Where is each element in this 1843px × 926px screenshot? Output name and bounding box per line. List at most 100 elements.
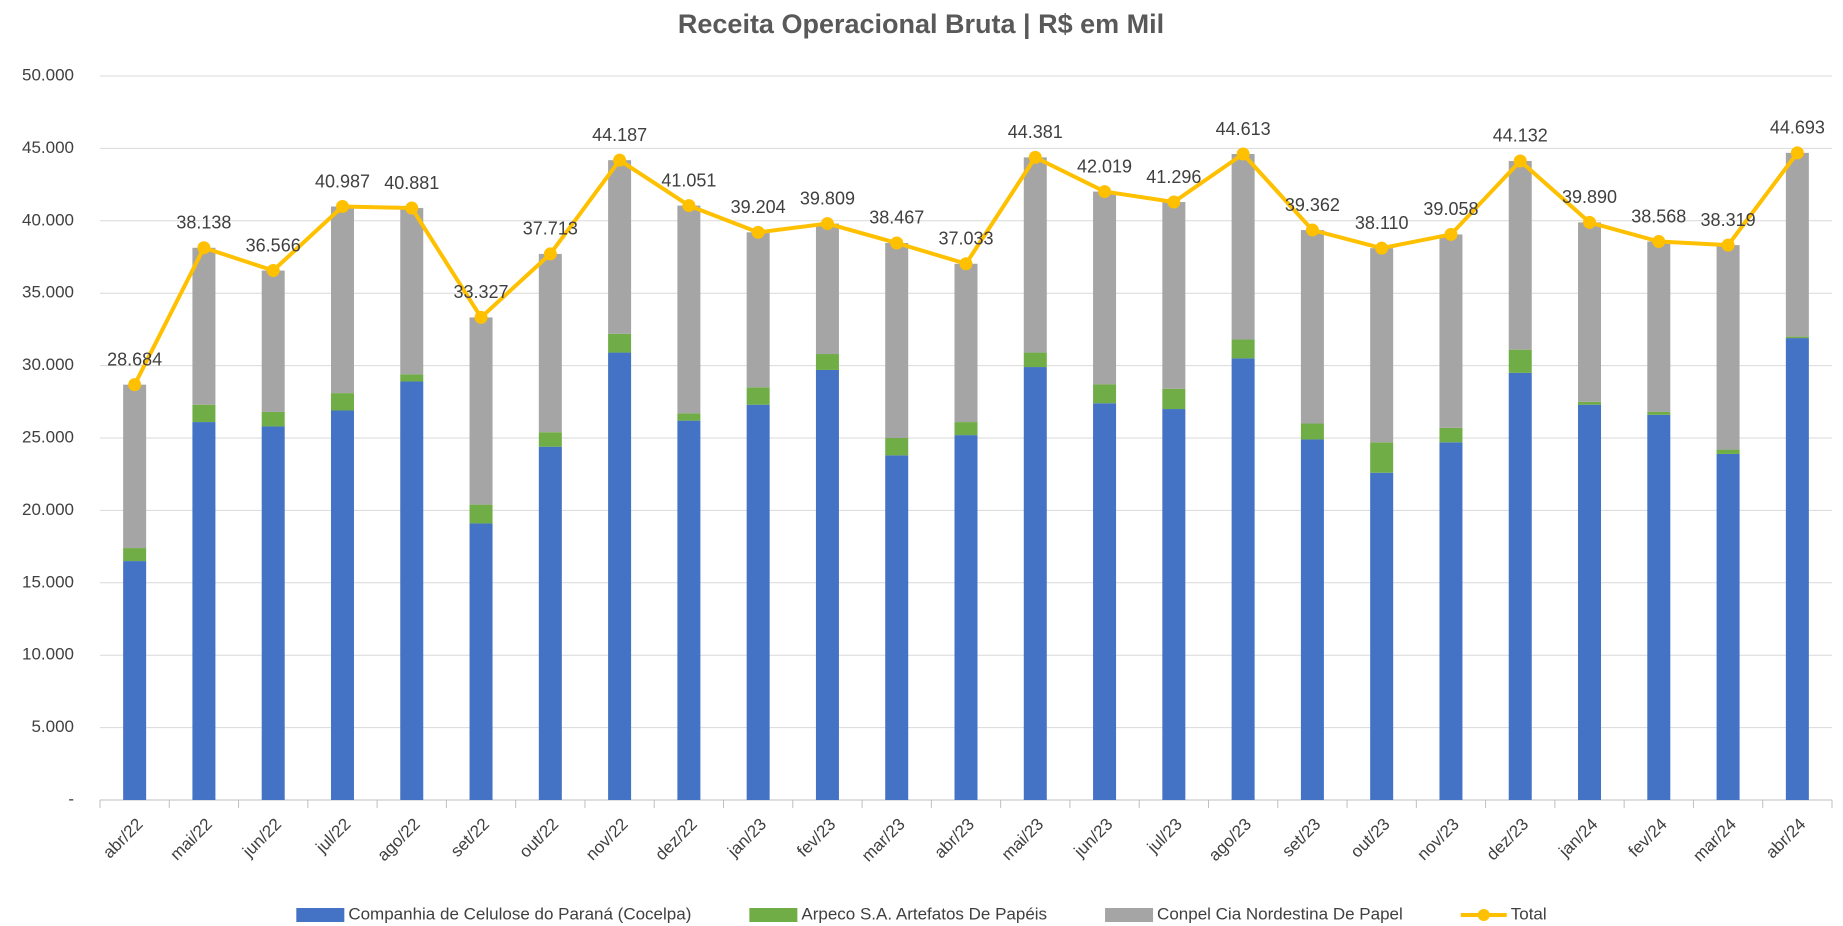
bar-segment [261,270,285,412]
total-marker [1721,238,1735,252]
x-tick-label: abr/22 [99,815,147,863]
total-marker [266,264,280,278]
total-marker [613,153,627,167]
y-tick-label: 15.000 [22,572,74,591]
y-tick-label: - [68,789,74,808]
x-tick-label: mai/22 [166,815,216,865]
bar-segment [954,422,978,436]
bar-segment [1023,367,1047,800]
bar-segment [192,422,216,800]
total-marker [959,257,973,271]
total-marker [1444,227,1458,241]
x-tick-label: dez/22 [651,815,701,865]
y-tick-label: 35.000 [22,283,74,302]
bar-segment [330,393,354,411]
bar-segment [746,232,770,388]
total-marker [474,310,488,324]
legend-swatch [1105,908,1154,922]
legend-label: Arpeco S.A. Artefatos De Papéis [801,904,1047,923]
y-tick-label: 20.000 [22,500,74,519]
bar-segment [1093,191,1117,385]
bar-segment [330,410,354,800]
bar-segment [1439,427,1463,443]
data-label: 41.051 [661,170,716,190]
data-label: 44.693 [1770,118,1825,138]
data-label: 28.684 [107,349,162,369]
data-label: 38.319 [1701,210,1756,230]
bar-segment [1578,401,1602,405]
x-tick-label: abr/23 [930,815,978,863]
bar-segment [330,206,354,394]
bar-segment [608,333,632,353]
bar-segment [1231,339,1255,359]
bar-segment [400,374,424,382]
y-tick-label: 10.000 [22,645,74,664]
bar-segment [1231,358,1255,800]
bar-segment [1370,472,1394,800]
bar-segment [1300,423,1324,440]
bar-segment [1023,157,1047,353]
bar-segment [746,404,770,800]
total-marker [1236,147,1250,161]
data-label: 37.713 [523,219,578,239]
total-marker [751,225,765,239]
data-label: 44.132 [1493,126,1548,146]
data-label: 39.809 [800,188,855,208]
total-marker [890,236,904,250]
bar-segment [1647,241,1671,412]
total-marker [1028,150,1042,164]
total-marker [405,201,419,215]
bar-segment [1647,414,1671,800]
x-tick-label: jul/22 [312,815,355,858]
data-label: 33.327 [454,282,509,302]
total-marker [128,378,142,392]
bar-segment [469,504,493,524]
bar-segment [1093,403,1117,800]
data-label: 44.613 [1216,119,1271,139]
bar-segment [815,354,839,370]
bar-segment [608,352,632,800]
total-marker [197,241,211,255]
x-tick-label: fev/23 [793,815,839,861]
x-tick-label: jan/24 [1555,815,1602,862]
total-marker [1513,154,1527,168]
bar-segment [1300,439,1324,800]
bar-segment [1716,245,1740,450]
bar-segment [815,223,839,355]
bar-segment [954,435,978,800]
x-tick-label: mar/24 [1689,815,1740,866]
bar-segment [1785,338,1809,800]
bar-segment [400,208,424,375]
x-tick-label: out/22 [515,815,562,862]
data-label: 38.467 [869,208,924,228]
data-label: 41.296 [1146,167,1201,187]
x-tick-label: out/23 [1347,815,1394,862]
bar-segment [885,455,909,800]
data-label: 44.381 [1008,122,1063,142]
x-tick-label: jan/23 [723,815,770,862]
bar-segment [1023,352,1047,368]
data-label: 39.890 [1562,187,1617,207]
total-marker [1652,235,1666,249]
legend-swatch [296,908,345,922]
bar-segment [538,446,562,800]
x-tick-label: dez/23 [1483,815,1533,865]
data-label: 38.568 [1631,206,1686,226]
bar-segment [469,523,493,800]
x-tick-label: nov/22 [582,815,632,865]
bar-segment [469,317,493,505]
bar-segment [1508,372,1532,800]
x-tick-label: set/22 [447,815,493,861]
bar-segment [261,426,285,800]
legend-label: Companhia de Celulose do Paraná (Cocelpa… [348,904,691,923]
data-label: 44.187 [592,125,647,145]
bar-segment [538,432,562,447]
bar-segment [1508,349,1532,373]
data-label: 38.110 [1355,213,1409,233]
total-marker [1583,215,1597,229]
x-tick-label: mar/23 [858,815,909,866]
total-marker [1167,195,1181,209]
total-marker [1375,241,1389,255]
x-tick-label: jul/23 [1143,815,1186,858]
y-tick-label: 50.000 [22,65,74,84]
